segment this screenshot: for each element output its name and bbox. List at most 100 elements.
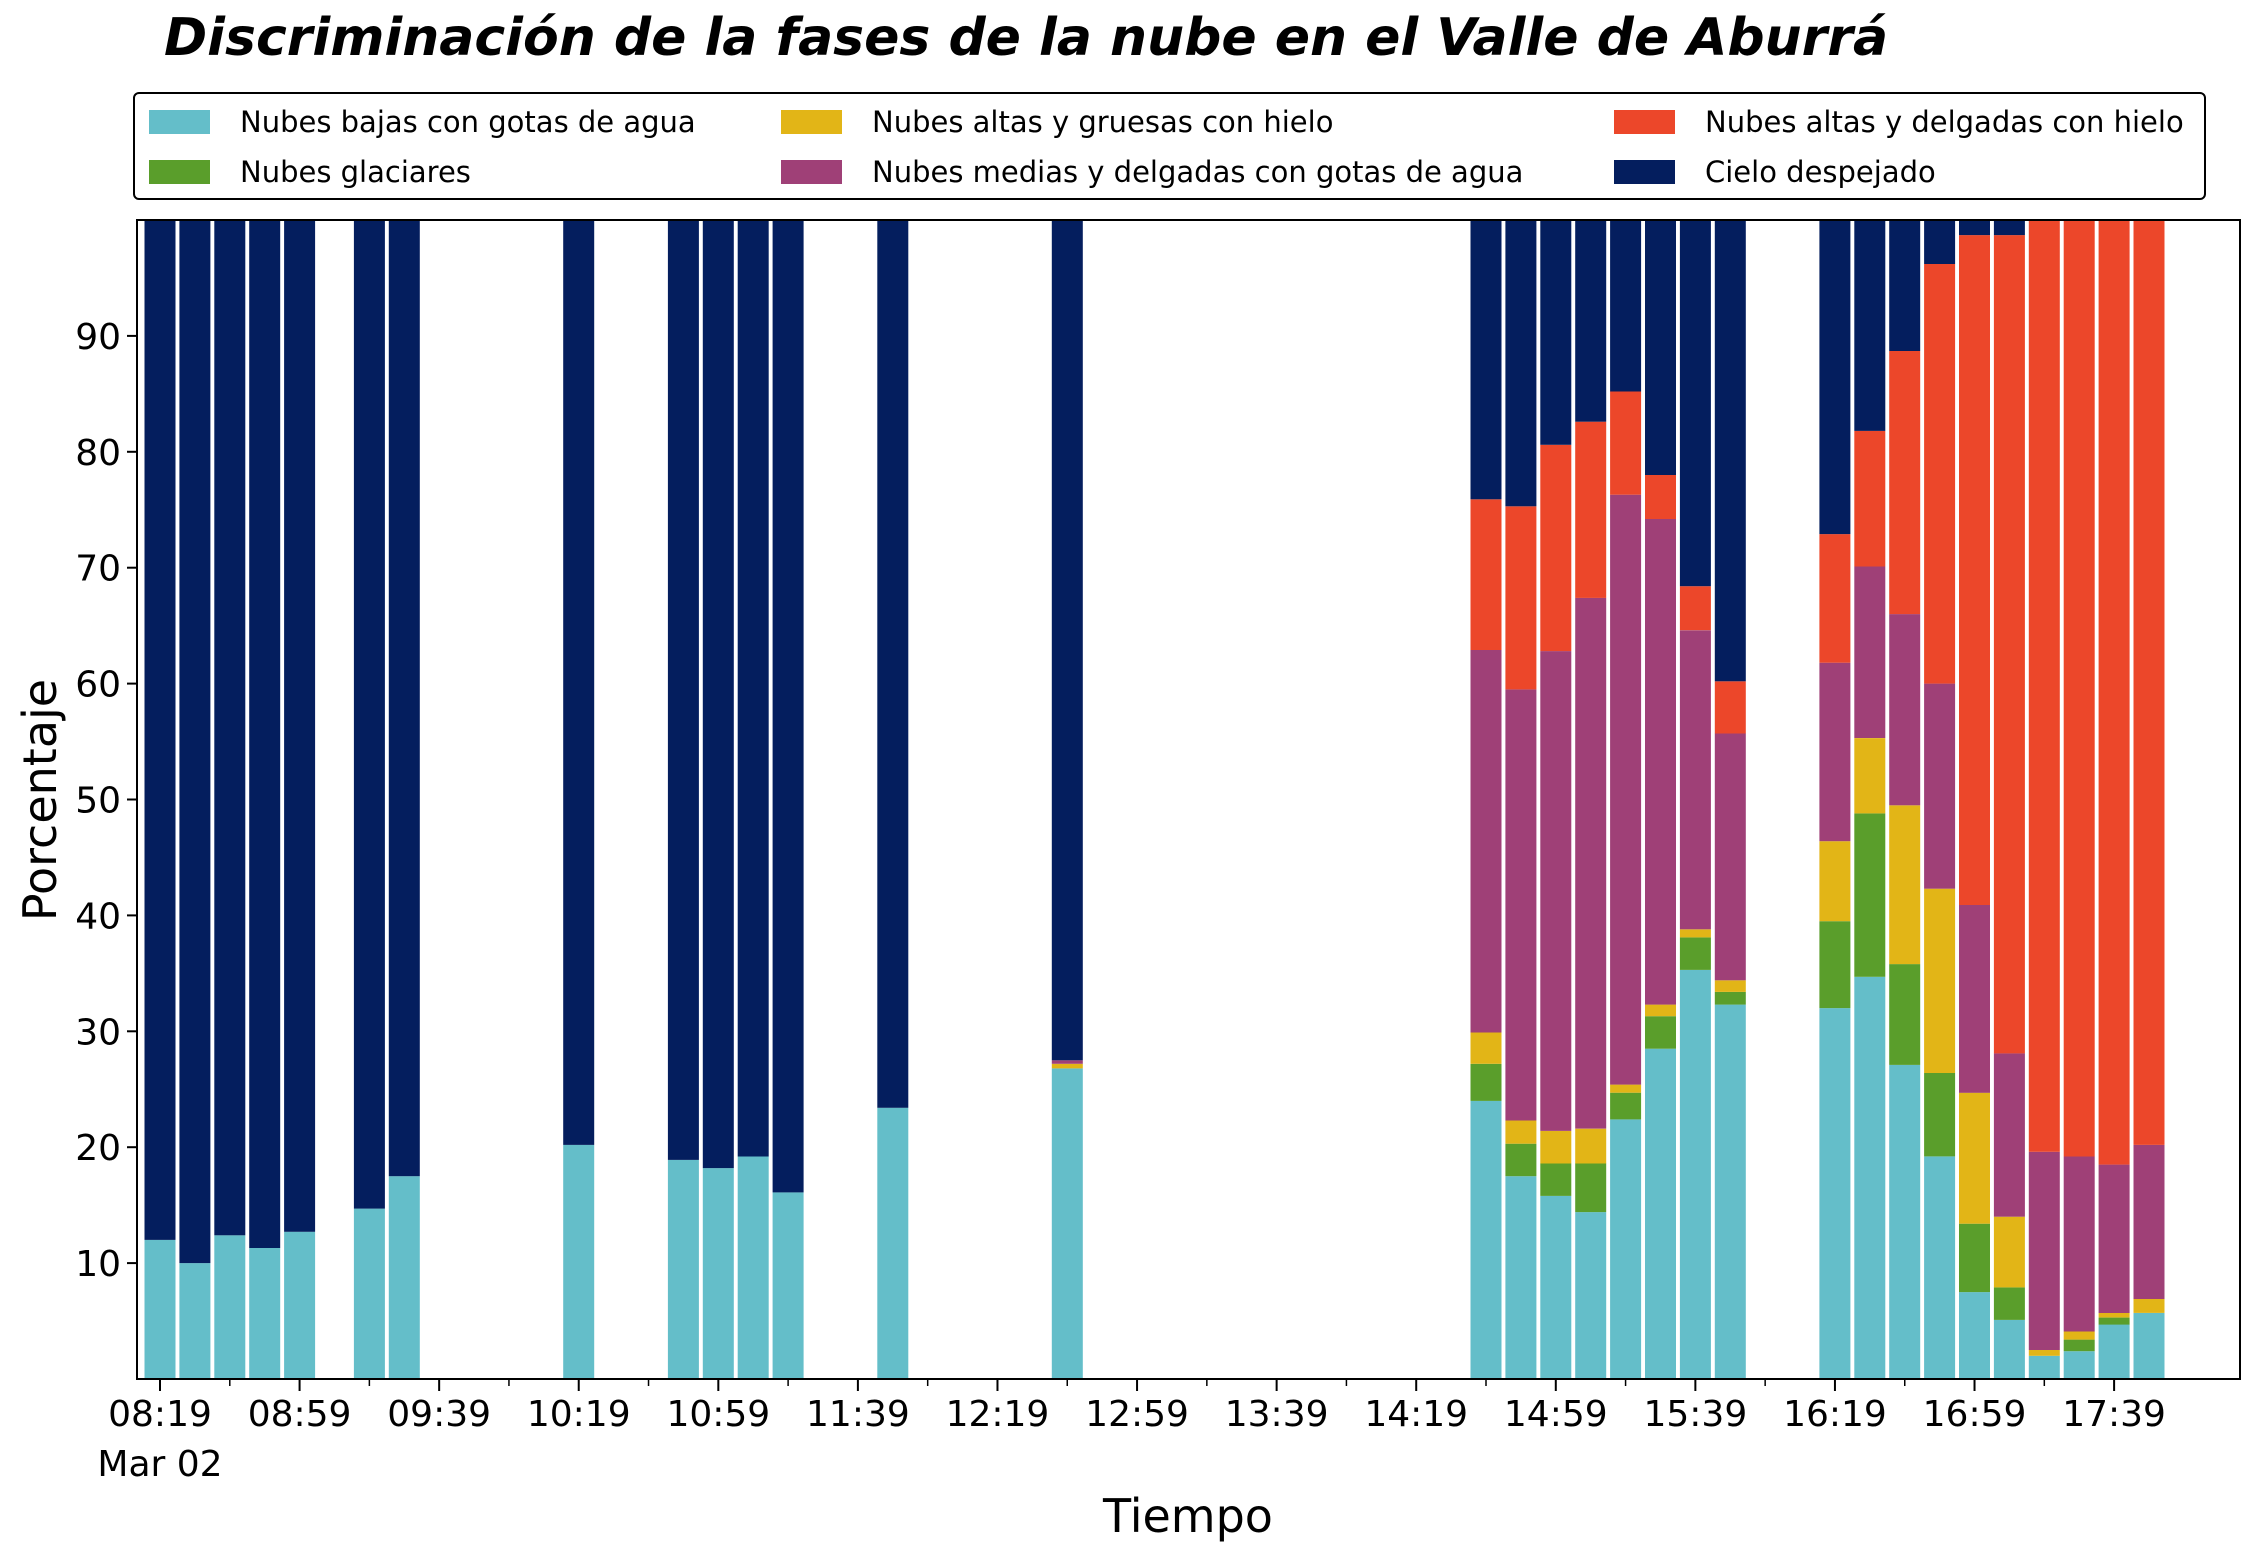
x-tick-label: 11:39 (806, 1394, 910, 1435)
bar-segment (1819, 220, 1851, 535)
x-tick-label: 10:59 (666, 1394, 770, 1435)
bar-segment (1854, 813, 1886, 977)
bar-segment (144, 220, 176, 1240)
bar-segment (1540, 1195, 1572, 1379)
bar-segment (179, 1263, 211, 1379)
bar-segment (1470, 1032, 1502, 1064)
bar-segment (2133, 1144, 2165, 1299)
bar-segment (1051, 220, 1083, 1061)
bar-segment (1714, 220, 1746, 682)
bar-segment (1610, 1119, 1642, 1379)
bar-segment (1854, 738, 1886, 814)
legend-item: Nubes glaciares (149, 152, 471, 192)
bar-segment (667, 1159, 699, 1379)
legend-label: Nubes altas y gruesas con hielo (872, 105, 1334, 139)
bar-segment (563, 1144, 595, 1379)
x-tick-label: 14:19 (1364, 1394, 1468, 1435)
bar-segment (1889, 964, 1921, 1065)
x-tick-label: 16:59 (1923, 1394, 2027, 1435)
x-tick-label: 13:39 (1225, 1394, 1329, 1435)
bar-segment (737, 1156, 769, 1379)
legend-item: Nubes bajas con gotas de agua (149, 102, 696, 142)
x-tick-label: 14:59 (1504, 1394, 1608, 1435)
x-tick-label: 12:59 (1085, 1394, 1189, 1435)
bar-segment (2133, 1299, 2165, 1313)
x-axis: 08:19 08:59 09:39 10:19 10:59 11:39 12:19 12:59… (108, 1379, 2166, 1435)
y-tick-label: 70 (75, 549, 121, 590)
bar-segment (388, 1176, 420, 1379)
bar-segment (2063, 1351, 2095, 1379)
x-tick-label: 12:19 (946, 1394, 1050, 1435)
x-tick-label: 15:39 (1643, 1394, 1747, 1435)
legend-item: Nubes medias y delgadas con gotas de agu… (781, 152, 1523, 192)
y-tick-label: 60 (75, 665, 121, 706)
legend-label: Nubes altas y delgadas con hielo (1705, 105, 2184, 139)
y-tick-label: 30 (75, 1012, 121, 1053)
bar-segment (179, 220, 211, 1264)
bar-segment (284, 1231, 316, 1379)
bar-segment (1540, 651, 1572, 1131)
bar-segment (667, 220, 699, 1160)
bar-segment (2063, 1339, 2095, 1352)
bar-segment (1540, 220, 1572, 445)
legend-label: Nubes glaciares (240, 155, 471, 189)
bar-segment (1819, 1008, 1851, 1379)
legend-item: Nubes altas y delgadas con hielo (1614, 102, 2184, 142)
bar-segment (214, 220, 246, 1236)
bar-segment (1505, 220, 1537, 507)
x-tick-label: 10:19 (527, 1394, 631, 1435)
bar-segment (1505, 506, 1537, 690)
bar-segment (2028, 220, 2060, 1152)
bar-segment (1959, 235, 1990, 906)
bar-segment (1819, 921, 1851, 1009)
y-tick-label: 40 (75, 896, 121, 937)
bar-segment (1575, 1128, 1607, 1164)
bar-segment (1610, 494, 1642, 1085)
x-tick-label: 17:39 (2062, 1394, 2166, 1435)
bar-segment (1959, 1092, 1990, 1224)
legend-label: Nubes medias y delgadas con gotas de agu… (872, 155, 1524, 189)
bar-segment (1714, 1004, 1746, 1379)
x-tick-label: 08:59 (248, 1394, 352, 1435)
bar-segment (1854, 220, 1886, 431)
bar-segment (2133, 220, 2165, 1145)
x-tick-label: 08:19 (108, 1394, 212, 1435)
bar-segment (1505, 1120, 1537, 1144)
legend-swatch (149, 110, 210, 134)
bar-segment (1714, 980, 1746, 992)
bar-segment (1540, 1131, 1572, 1164)
bar-segment (702, 1168, 734, 1379)
bar-segment (1924, 1156, 1956, 1379)
bar-segment (249, 1248, 281, 1379)
bar-segment (772, 220, 804, 1193)
bar-segment (1645, 220, 1676, 475)
bar-segment (877, 220, 909, 1108)
legend-swatch (1614, 110, 1675, 134)
bar-segment (1679, 586, 1711, 631)
bar-segment (284, 220, 316, 1232)
bar-segment (1679, 630, 1711, 930)
y-tick-label: 90 (75, 317, 121, 358)
legend-label: Nubes bajas con gotas de agua (240, 105, 696, 139)
bar-segment (1540, 1163, 1572, 1196)
bar-segment (1819, 841, 1851, 922)
bar-segment (1819, 534, 1851, 663)
bar-segment (1993, 1053, 2025, 1217)
bar-segment (1470, 1063, 1502, 1101)
legend: Nubes bajas con gotas de agua Nubes glac… (133, 92, 2206, 200)
chart-title: Discriminación de la fases de la nube en… (164, 8, 1889, 68)
bar-segment (1575, 421, 1607, 598)
bar-segment (1679, 937, 1711, 970)
bar-segment (1993, 220, 2025, 236)
bar-segment (1505, 1143, 1537, 1177)
bar-segment (2098, 220, 2130, 1165)
bar-segment (1679, 969, 1711, 1379)
bar-segment (772, 1192, 804, 1379)
bar-segment (1575, 1163, 1607, 1213)
bar-segment (1959, 220, 1990, 236)
bar-segment (1959, 1223, 1990, 1293)
bar-segment (1505, 1176, 1537, 1379)
bar-segment (353, 220, 385, 1209)
bar-segment (1993, 1216, 2025, 1288)
